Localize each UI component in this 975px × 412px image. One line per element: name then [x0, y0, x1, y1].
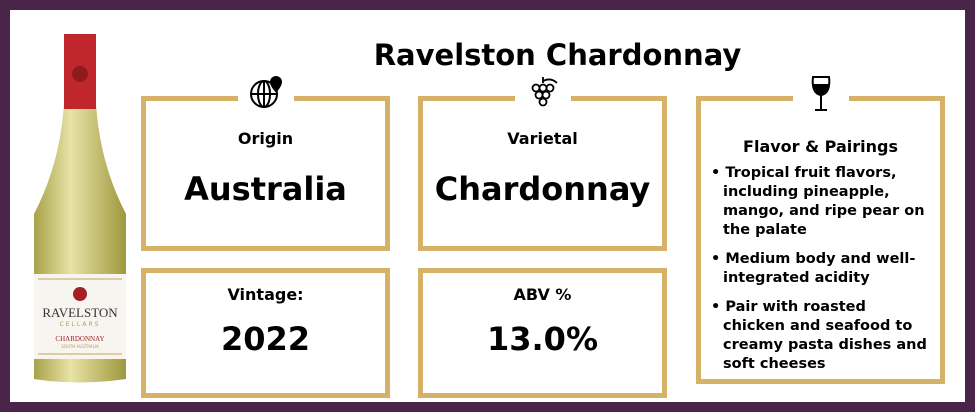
list-item: Pair with roasted chicken and seafood to…: [711, 298, 930, 374]
origin-value: Australia: [184, 170, 347, 208]
varietal-box: Varietal Chardonnay: [418, 75, 667, 251]
list-item: Medium body and well-integrated acidity: [711, 250, 930, 288]
flavor-box: Flavor & Pairings Tropical fruit flavors…: [696, 75, 945, 384]
bottle-brand: RAVELSTON: [42, 305, 118, 320]
page-title: Ravelston Chardonnay: [373, 38, 742, 72]
vintage-value: 2022: [220, 320, 311, 358]
wine-glass-icon: [811, 76, 830, 111]
bottle-image: RAVELSTON CELLARS CHARDONNAY SOUTH AUSTR…: [34, 34, 126, 383]
varietal-label: Varietal: [507, 129, 578, 148]
vintage-box: Vintage: 2022: [141, 268, 390, 398]
abv-value: 13.0%: [486, 320, 598, 358]
bottle-region: SOUTH AUSTRALIA: [61, 344, 99, 349]
vintage-label: Vintage:: [227, 285, 304, 304]
grapes-icon: [531, 77, 558, 107]
abv-label: ABV %: [513, 285, 572, 304]
bottle-varietal: CHARDONNAY: [55, 335, 104, 343]
varietal-value: Chardonnay: [434, 170, 651, 208]
abv-box: ABV % 13.0%: [418, 268, 667, 398]
origin-box: Origin Australia: [141, 75, 390, 251]
bottle-sub: CELLARS: [60, 321, 101, 328]
globe-pin-icon: [249, 75, 282, 108]
origin-label: Origin: [237, 129, 294, 148]
card: RAVELSTON CELLARS CHARDONNAY SOUTH AUSTR…: [10, 10, 965, 402]
flavor-label: Flavor & Pairings: [743, 137, 898, 156]
flavor-list: Tropical fruit flavors, including pineap…: [701, 164, 940, 374]
list-item: Tropical fruit flavors, including pineap…: [711, 164, 930, 240]
